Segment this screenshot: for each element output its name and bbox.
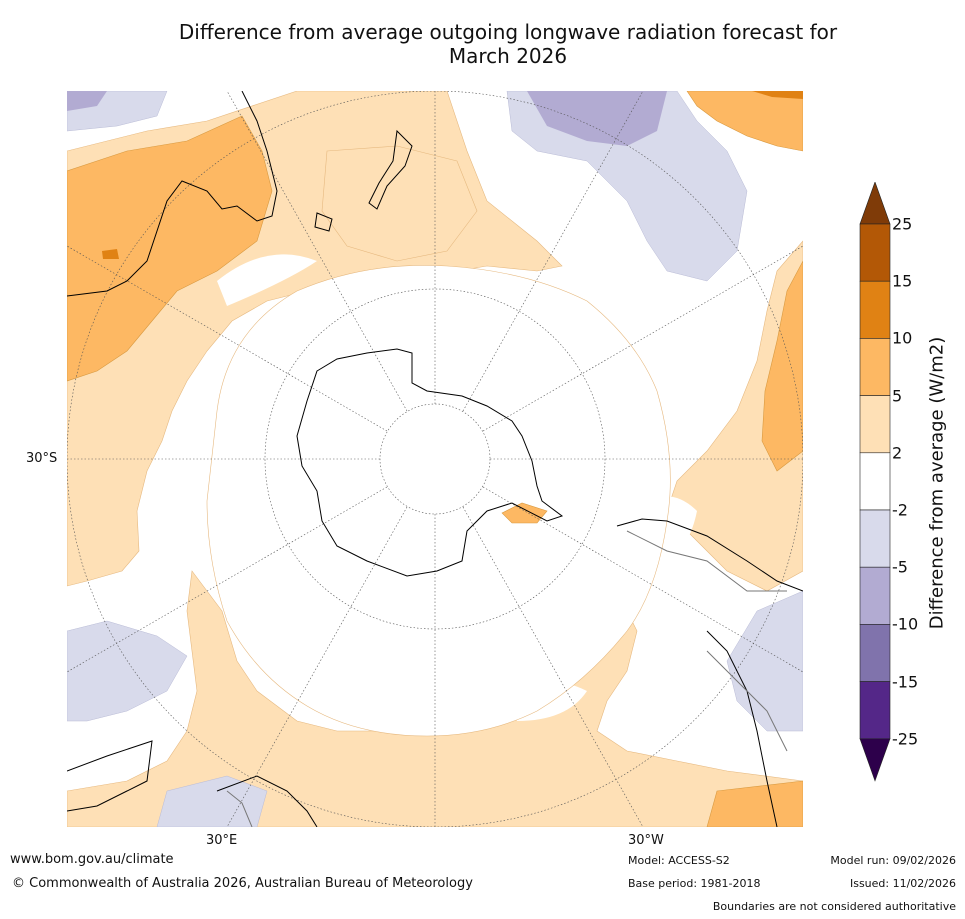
anomaly-area-south-atlantic — [761, 260, 803, 472]
anomaly-area-southern-africa — [706, 780, 803, 827]
lat-label-30s: 30°S — [26, 451, 58, 466]
colorbar-tick-label: 10 — [892, 328, 913, 348]
colorbar-bin — [859, 338, 891, 396]
colorbar-title: Difference from average (W/m2) — [926, 336, 948, 630]
colorbar-bin — [859, 280, 891, 339]
colorbar-bin — [859, 624, 891, 682]
colorbar-bin — [859, 738, 891, 782]
meridian-line — [226, 91, 408, 412]
footer-model: Model: ACCESS-S2 — [628, 854, 730, 867]
latitude-circle-middle — [264, 288, 606, 630]
footer-disclaimer: Boundaries are not considered authoritat… — [712, 900, 956, 913]
colorbar-bin — [859, 681, 891, 740]
colorbar-tick-label: 5 — [892, 386, 903, 406]
anomaly-area-weddell — [501, 502, 548, 524]
colorbar-tick-label: 2 — [892, 443, 903, 463]
southern-africa-coastline — [67, 740, 153, 812]
meridian-line — [67, 486, 388, 673]
colorbar-tick-label: -5 — [892, 557, 908, 577]
colorbar-tick-label: -25 — [892, 729, 919, 749]
chart-title: Difference from average outgoing longwav… — [0, 20, 965, 68]
meridian-line — [226, 506, 408, 827]
colorbar-bins — [859, 182, 891, 782]
footer-issued: Issued: 11/02/2026 — [849, 877, 956, 890]
africa-east-coastline — [216, 775, 318, 827]
anomaly-area-indian-ocean — [67, 115, 273, 382]
antarctica-coastline — [296, 348, 564, 577]
anomaly-area-new-zealand — [321, 145, 478, 262]
anomaly-area-east — [666, 240, 803, 592]
anomaly-dark-orange-2 — [102, 249, 119, 259]
meridian-line — [67, 245, 388, 432]
anomaly-dark-orange — [752, 91, 803, 99]
new-zealand-coastline — [368, 129, 413, 210]
anomaly-area-pacific-negative — [506, 91, 748, 282]
land-boundaries — [226, 530, 788, 827]
anomaly-area-atlantic-negative — [726, 590, 803, 732]
colorbar-tick-label: 15 — [892, 271, 913, 291]
tasmania-coastline — [314, 212, 333, 232]
colorbar-bin — [859, 395, 891, 454]
title-line-1: Difference from average outgoing longwav… — [178, 20, 838, 44]
footer-base-period: Base period: 1981-2018 — [628, 877, 761, 890]
graticule — [67, 91, 803, 827]
anomaly-light-lavender — [67, 91, 803, 827]
colorbar-bin — [859, 566, 891, 625]
australia-coastline — [67, 91, 278, 297]
colorbar — [859, 182, 891, 782]
anomaly-area-tropical-pacific — [686, 91, 803, 152]
meridian-line — [462, 91, 644, 412]
map-svg — [67, 91, 803, 827]
meridian-line — [482, 245, 803, 432]
colorbar-tick-label: -2 — [892, 500, 908, 520]
polar-map — [67, 91, 803, 827]
anomaly-area-africa-negative — [156, 775, 268, 827]
footer-model-run: Model run: 09/02/2026 — [830, 854, 956, 867]
anomaly-medium-lavender — [67, 91, 667, 146]
coastlines — [67, 91, 803, 827]
colorbar-bin — [859, 509, 891, 568]
near-zero-polar-region — [206, 264, 671, 737]
lon-label-30w: 30°W — [628, 833, 664, 848]
colorbar-tick-label: -10 — [892, 614, 919, 634]
lon-label-30e: 30°E — [206, 833, 238, 848]
south-america-east-coastline — [706, 630, 778, 827]
meridian-line — [482, 486, 803, 673]
colorbar-tick-label: 25 — [892, 214, 913, 234]
colorbar-bin — [859, 452, 891, 511]
anomaly-area-top-left-core — [67, 91, 107, 111]
footer-url[interactable]: www.bom.gov.au/climate — [10, 852, 174, 867]
colorbar-bin — [859, 223, 891, 282]
anomaly-area-pacific-core — [527, 91, 667, 146]
title-line-2: March 2026 — [448, 44, 568, 68]
colorbar-tick-label: -15 — [892, 672, 919, 692]
anomaly-medium-orange — [67, 91, 803, 827]
footer-copyright: © Commonwealth of Australia 2026, Austra… — [12, 876, 473, 891]
colorbar-bin — [859, 182, 891, 225]
anomaly-area-indian-negative — [67, 620, 188, 722]
meridian-line — [462, 506, 644, 827]
south-america-coastline — [616, 518, 803, 592]
